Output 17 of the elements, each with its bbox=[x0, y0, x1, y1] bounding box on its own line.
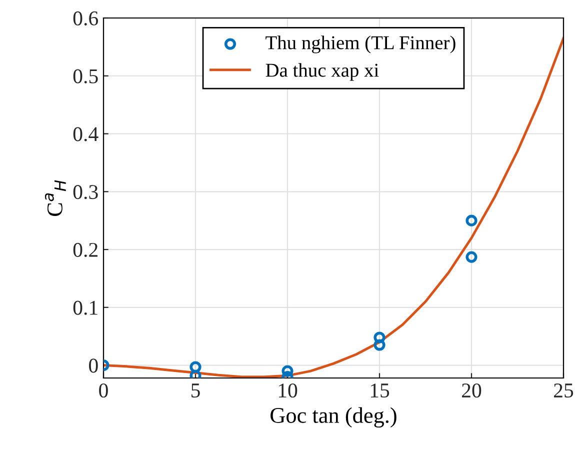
y-tick-label: 0.2 bbox=[73, 242, 98, 258]
legend-label: Thu nghiem (TL Finner) bbox=[266, 36, 456, 54]
x-tick-label: 5 bbox=[192, 384, 200, 398]
x-tick-label: 25 bbox=[554, 384, 574, 398]
y-tick-label: 0.6 bbox=[73, 11, 98, 26]
y-tick-label: 0.1 bbox=[73, 300, 98, 315]
y-axis-title: C$^{a}$$_{H}$ bbox=[44, 180, 66, 216]
x-axis-title: Goc tan (deg.) bbox=[270, 407, 396, 428]
x-tick-label: 15 bbox=[370, 384, 390, 398]
y-tick-label: 0.5 bbox=[73, 69, 98, 84]
x-tick-label: 0 bbox=[99, 383, 108, 398]
y-tick-label: 0.4 bbox=[73, 127, 98, 142]
legend-label: Da thuc xap xi bbox=[266, 63, 379, 81]
y-tick-label: 0.3 bbox=[73, 185, 98, 200]
x-tick-label: 10 bbox=[278, 383, 298, 398]
y-tick-label: 0 bbox=[89, 358, 98, 373]
x-tick-label: 20 bbox=[462, 383, 482, 398]
